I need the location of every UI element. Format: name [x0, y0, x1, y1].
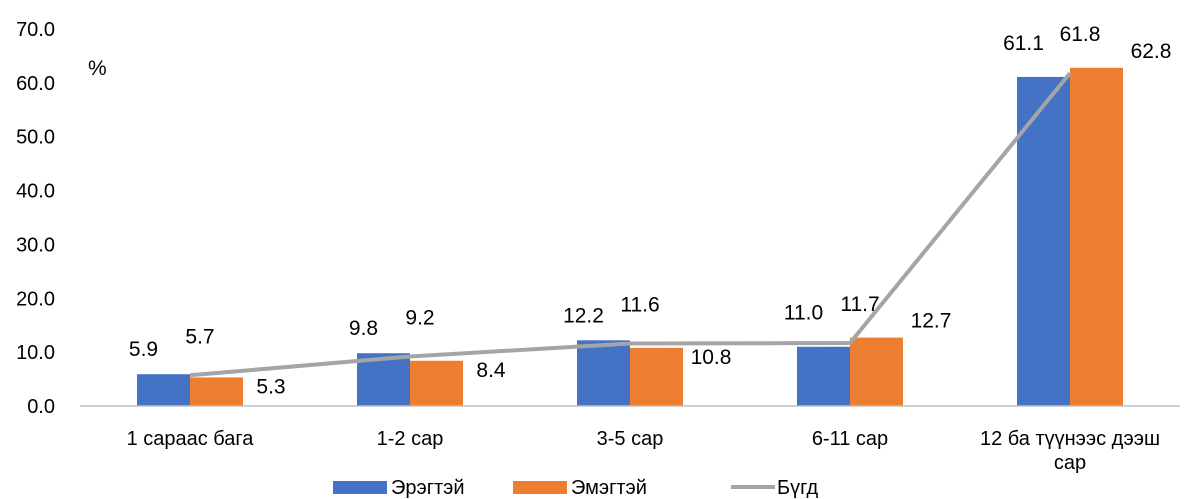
bars	[137, 67, 1123, 406]
legend-swatch	[513, 481, 567, 494]
legend-swatch	[333, 481, 387, 494]
data-label-male: 61.1	[1003, 32, 1044, 55]
data-label-female: 10.8	[691, 346, 732, 369]
y-tick-label: 30.0	[16, 234, 55, 256]
data-label-total: 11.7	[840, 293, 879, 316]
data-label-total: 9.2	[405, 306, 434, 329]
bar-male	[1017, 76, 1070, 406]
data-labels: 5.9 5.7 5.3 9.8 9.2 8.4 12.2 11.6 10.8 11.0 11.7 12…	[129, 23, 1172, 398]
bar-male	[137, 374, 190, 406]
x-tick-label: 12 ба түүнээс дээш сар	[980, 428, 1160, 474]
legend-label: Эрэгтэй	[391, 477, 465, 499]
y-tick-label: 40.0	[16, 181, 55, 203]
x-tick-label: 1-2 сар	[377, 428, 444, 450]
data-label-male: 5.9	[129, 338, 158, 361]
y-tick-label: 0.0	[27, 396, 55, 418]
data-label-male: 12.2	[563, 304, 604, 327]
data-label-total: 61.8	[1060, 23, 1101, 46]
total-line	[189, 71, 1072, 378]
bar-female	[410, 360, 463, 406]
y-tick-label: 50.0	[16, 127, 55, 149]
legend: Эрэгтэй Эмэгтэй Бүгд	[333, 477, 819, 499]
y-axis: 0.0 10.0 20.0 30.0 40.0 50.0 60.0 70.0	[16, 19, 55, 418]
y-tick-label: 60.0	[16, 73, 55, 95]
data-label-total: 5.7	[185, 325, 214, 348]
y-tick-label: 10.0	[16, 342, 55, 364]
total-line-path	[189, 71, 1072, 378]
bar-male	[797, 346, 850, 406]
data-label-total: 11.6	[620, 294, 659, 317]
legend-label: Бүгд	[777, 477, 819, 499]
bar-male	[577, 340, 630, 406]
x-axis-labels: 1 сараас бага 1-2 сар 3-5 сар 6-11 сар 12 ба…	[127, 428, 1160, 474]
data-label-female: 8.4	[476, 359, 506, 382]
data-label-male: 9.8	[349, 317, 378, 340]
x-tick-label: 1 сараас бага	[127, 428, 255, 450]
y-tick-label: 20.0	[16, 288, 55, 310]
y-unit-label: %	[88, 57, 107, 80]
bar-female	[630, 347, 683, 406]
legend-label: Эмэгтэй	[571, 477, 647, 499]
data-label-female: 12.7	[911, 310, 952, 333]
y-tick-label: 70.0	[16, 19, 55, 41]
bar-female	[1070, 67, 1123, 406]
data-label-male: 11.0	[784, 302, 823, 325]
bar-female	[190, 377, 243, 406]
data-label-female: 62.8	[1131, 40, 1172, 63]
x-tick-label: 3-5 сар	[597, 428, 664, 450]
x-tick-label: 6-11 сар	[812, 428, 888, 450]
bar-female	[850, 337, 903, 406]
data-label-female: 5.3	[256, 375, 285, 398]
